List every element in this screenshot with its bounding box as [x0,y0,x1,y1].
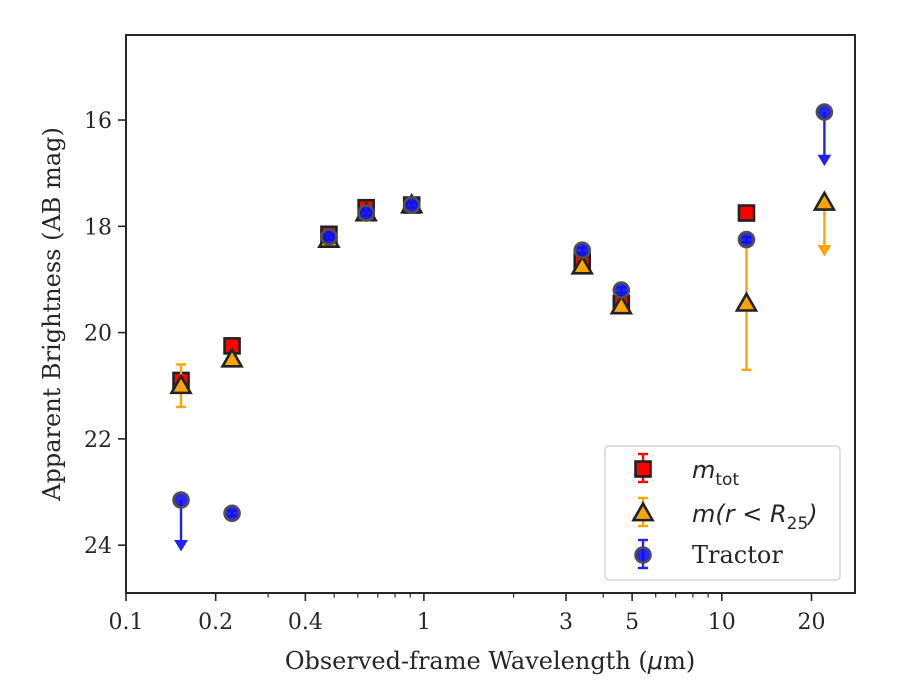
legend-label-mtot: mtot [692,456,739,490]
legend-frame [604,445,841,581]
x-tick-label: 20 [797,610,825,635]
y-tick-label: 24 [84,534,112,559]
y-tick-label: 20 [84,322,112,347]
marker-mr25 [570,254,594,275]
x-tick-label: 0.2 [198,610,233,635]
y-tick-label: 16 [84,109,112,134]
marker-tractor [320,228,338,246]
x-tick-label: 10 [708,610,736,635]
x-axis-label: Observed-frame Wavelength (μm) [285,647,695,675]
marker-tractor [172,491,190,509]
axis-ticks: 0.1 0.2 0.4 1 3 5 10 20 16 18 20 22 24 [84,109,825,635]
y-axis-label: Apparent Brightness (AB mag) [38,127,66,502]
y-tick-label: 18 [84,215,112,240]
x-tick-label: 3 [559,610,573,635]
upper-limit-arrowhead [817,245,832,257]
marker-tractor [737,230,756,249]
legend-mtot-sub: tot [715,470,739,490]
marker-mr25 [734,291,759,312]
upper-limit-arrowhead [817,154,832,167]
marker-mr25 [812,190,837,211]
marker-tractor [815,103,834,121]
plot-frame [125,34,856,594]
x-tick-label: 0.4 [288,610,323,635]
legend-mr25-sub: 25 [787,514,809,534]
legend-label-tractor: Tractor [692,541,783,569]
y-tick-label: 22 [84,428,112,453]
legend-marker-mr25 [631,500,655,522]
x-tick-label: 0.1 [109,610,144,635]
marker-tractor [402,196,421,214]
marker-mr25 [169,373,193,395]
marker-mr25 [609,293,634,315]
marker-tractor [357,204,375,222]
x-axis-label-mu: μ [647,647,663,675]
series-tractor [172,103,834,552]
data-marks [169,103,837,552]
legend-marker-tractor [634,546,652,564]
x-axis-label-text: Observed-frame Wavelength ( [285,647,648,675]
legend-mr25-main: m(r < R [692,500,787,528]
marker-tractor [573,241,592,260]
x-tick-label: 5 [625,610,639,635]
upper-limit-arrowhead [174,539,188,552]
x-tick-label: 1 [417,610,431,635]
legend-label-mr25: m(r < R25) [692,500,818,534]
legend-marker-mtot [634,460,652,478]
marker-tractor [612,281,631,299]
x-axis-label-tail: m) [663,647,695,675]
legend-mr25-tail: ) [806,500,817,528]
legend-mtot-main: m [692,456,715,484]
marker-mtot [737,204,756,222]
marker-tractor [223,504,241,523]
marker-mr25 [220,347,244,368]
legend-markers [631,452,655,570]
legend: mtot m(r < R25) Tractor [604,445,841,581]
